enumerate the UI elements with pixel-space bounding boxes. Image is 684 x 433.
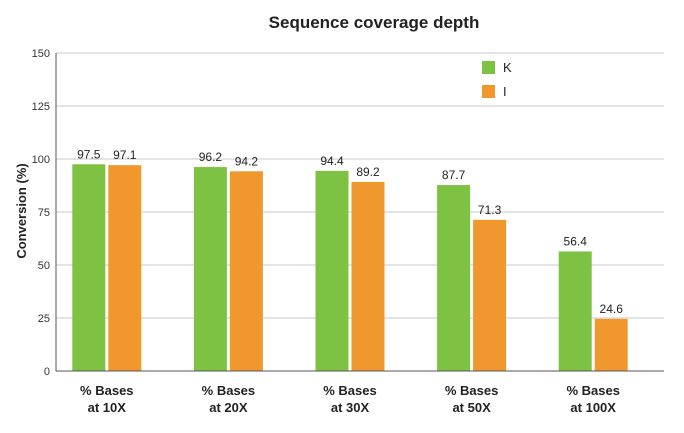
legend-label-i: I xyxy=(503,84,507,99)
bar-i-2 xyxy=(229,171,263,371)
bar-i-4 xyxy=(473,219,507,371)
y-axis-label: Conversion (%) xyxy=(14,163,29,258)
data-label: 24.6 xyxy=(600,302,624,316)
y-tick-label: 0 xyxy=(44,366,50,378)
x-category-label: % Bases xyxy=(202,383,255,398)
y-tick-label: 75 xyxy=(38,207,50,219)
x-category-label: at 20X xyxy=(209,400,248,415)
data-label: 94.4 xyxy=(320,154,344,168)
x-category-label: % Bases xyxy=(323,383,376,398)
bar-k-2 xyxy=(193,167,227,371)
y-tick-label: 100 xyxy=(32,154,50,166)
x-category-label: % Bases xyxy=(80,383,133,398)
y-tick-label: 150 xyxy=(32,48,50,60)
data-label: 94.2 xyxy=(235,154,259,168)
data-label: 97.5 xyxy=(77,147,101,161)
x-category-label: at 30X xyxy=(331,400,370,415)
y-axis-ticks: 0 25 50 75 100 125 150 xyxy=(32,48,50,378)
bar-k-5 xyxy=(558,251,592,371)
data-label: 56.4 xyxy=(564,234,588,248)
data-labels: 97.5 97.1 96.2 94.2 94.4 89.2 87.7 71.3 56.4 24.6 xyxy=(77,147,623,316)
bar-k-4 xyxy=(437,185,471,371)
x-category-label: % Bases xyxy=(445,383,498,398)
data-label: 97.1 xyxy=(113,148,137,162)
legend-swatch-k xyxy=(482,61,495,74)
y-tick-label: 125 xyxy=(32,101,50,113)
x-category-label: % Bases xyxy=(566,383,619,398)
bars xyxy=(72,164,628,371)
x-category-label: at 10X xyxy=(88,400,127,415)
bar-k-3 xyxy=(315,170,349,371)
bar-i-3 xyxy=(351,181,385,371)
data-label: 71.3 xyxy=(478,203,502,217)
data-label: 89.2 xyxy=(356,165,380,179)
bar-k-1 xyxy=(72,164,106,371)
bar-i-5 xyxy=(594,318,628,371)
data-label: 96.2 xyxy=(199,150,223,164)
legend-swatch-i xyxy=(482,85,495,98)
bar-i-1 xyxy=(108,165,142,371)
x-category-label: at 50X xyxy=(452,400,491,415)
legend-label-k: K xyxy=(503,60,512,75)
chart-title: Sequence coverage depth xyxy=(269,13,480,32)
y-tick-label: 50 xyxy=(38,260,50,272)
x-category-label: at 100X xyxy=(570,400,616,415)
y-tick-label: 25 xyxy=(38,313,50,325)
x-axis-categories: % Bases at 10X % Bases at 20X % Bases at 30X%… xyxy=(80,383,620,415)
data-label: 87.7 xyxy=(442,168,466,182)
legend: KI xyxy=(482,60,512,99)
